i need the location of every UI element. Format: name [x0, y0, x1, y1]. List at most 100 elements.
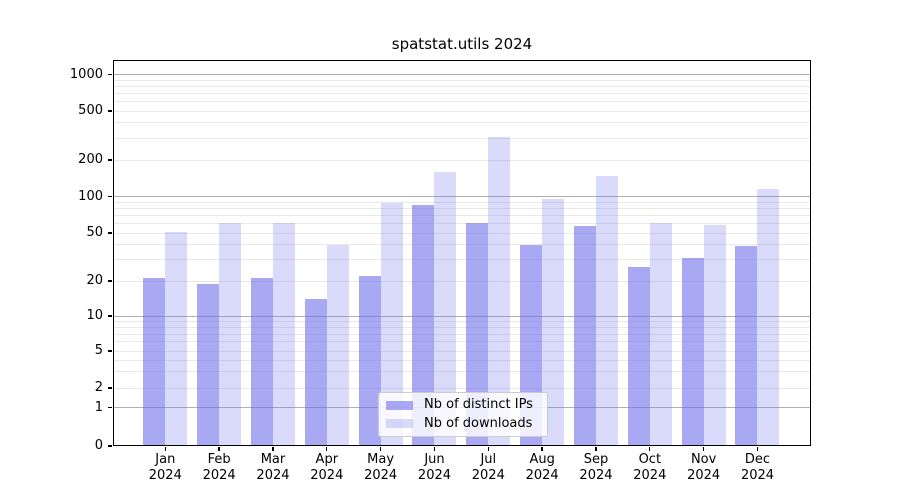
x-tick-year: 2024 — [202, 468, 236, 483]
legend-item-distinct-ips: Nb of distinct IPs — [386, 396, 540, 414]
grid-line-minor — [113, 92, 811, 94]
grid-line-minor — [113, 333, 811, 335]
bar-distinct-ips-feb — [197, 283, 220, 446]
bar-distinct-ips-jul — [466, 223, 489, 446]
y-tick-label-10: 10 — [86, 308, 103, 323]
grid-line-minor — [113, 214, 811, 216]
y-tick-mark — [107, 159, 112, 161]
grid-line-minor — [113, 371, 811, 373]
y-tick-label-1: 1 — [94, 399, 103, 415]
x-tick-label-jun: Jun 2024 — [406, 452, 462, 484]
bar-downloads-sep — [595, 176, 618, 446]
grid-line-minor — [113, 341, 811, 343]
y-tick-label-0: 0 — [94, 438, 103, 453]
y-tick-label-100: 100 — [78, 188, 103, 204]
grid-line-minor — [113, 137, 811, 139]
x-tick-year: 2024 — [471, 468, 505, 483]
grid-line-minor — [113, 122, 811, 124]
x-tick-month: Oct — [638, 452, 662, 467]
bar-downloads-jan — [165, 231, 188, 446]
x-tick-mark — [164, 446, 166, 451]
y-tick-mark — [107, 406, 112, 409]
grid-line-major — [113, 74, 811, 75]
x-tick-mark — [756, 446, 759, 451]
x-tick-year: 2024 — [364, 468, 398, 483]
legend-label-downloads: Nb of downloads — [424, 415, 533, 431]
grid-line-minor — [113, 387, 811, 389]
x-tick-mark — [272, 446, 274, 451]
grid-line-minor — [113, 222, 811, 224]
x-tick-month: Apr — [315, 452, 339, 467]
x-tick-mark — [541, 446, 543, 451]
x-tick-year: 2024 — [687, 468, 721, 483]
bar-downloads-apr — [326, 244, 349, 446]
y-tick-label-2: 2 — [94, 380, 103, 395]
x-tick-label-apr: Apr 2024 — [299, 452, 355, 484]
x-tick-label-jul: Jul 2024 — [460, 452, 516, 484]
x-tick-label-oct: Oct 2024 — [622, 452, 678, 484]
y-tick-label-20: 20 — [86, 273, 103, 288]
x-tick-year: 2024 — [417, 468, 452, 483]
grid-line-minor — [113, 110, 811, 112]
x-tick-label-aug: Aug 2024 — [514, 452, 570, 484]
x-tick-mark — [218, 446, 220, 451]
grid-line-minor — [113, 201, 811, 203]
x-tick-month: Sep — [583, 452, 609, 467]
grid-line-minor — [113, 350, 811, 352]
x-tick-month: Mar — [260, 452, 286, 467]
x-tick-year: 2024 — [256, 468, 290, 483]
grid-line-minor — [113, 259, 811, 261]
bar-distinct-ips-dec — [735, 246, 758, 446]
x-tick-year: 2024 — [579, 468, 613, 483]
grid-line-minor — [113, 244, 811, 246]
x-tick-month: May — [367, 452, 395, 467]
bar-downloads-oct — [649, 223, 672, 446]
y-tick-label-200: 200 — [78, 152, 103, 167]
x-tick-mark — [326, 446, 328, 451]
bar-downloads-nov — [703, 225, 726, 446]
grid-line-minor — [113, 79, 811, 81]
bar-distinct-ips-oct — [627, 267, 650, 446]
x-tick-mark — [379, 446, 382, 451]
grid-line-minor — [113, 100, 811, 102]
x-tick-year: 2024 — [310, 468, 344, 483]
y-tick-mark — [107, 387, 112, 389]
x-tick-label-may: May 2024 — [353, 452, 409, 484]
grid-line-major — [113, 315, 811, 317]
bar-downloads-feb — [219, 222, 242, 446]
x-tick-mark — [487, 446, 489, 451]
x-tick-mark — [703, 446, 705, 451]
bar-distinct-ips-apr — [304, 299, 327, 446]
x-tick-month: Feb — [207, 452, 231, 467]
bar-downloads-dec — [757, 189, 780, 446]
grid-line-minor — [113, 85, 811, 87]
x-tick-month: Jan — [155, 452, 176, 467]
y-tick-label-50: 50 — [86, 225, 103, 240]
x-tick-label-jan: Jan 2024 — [137, 452, 193, 484]
bar-distinct-ips-nov — [681, 258, 704, 446]
x-tick-month: Jun — [424, 452, 445, 467]
legend: Nb of distinct IPs Nb of downloads — [378, 392, 548, 437]
bar-downloads-aug — [542, 199, 565, 446]
x-tick-year: 2024 — [525, 468, 559, 483]
legend-label-distinct-ips: Nb of distinct IPs — [424, 397, 533, 413]
x-tick-year: 2024 — [740, 468, 775, 483]
bar-distinct-ips-jun — [412, 205, 435, 446]
grid-line-major — [113, 196, 811, 197]
grid-line-minor — [113, 320, 811, 322]
bar-distinct-ips-may — [358, 276, 381, 446]
bar-downloads-jun — [434, 171, 457, 446]
y-tick-mark — [107, 445, 112, 447]
x-tick-label-sep: Sep 2024 — [568, 452, 624, 484]
grid-line-minor — [113, 359, 811, 361]
x-tick-label-nov: Nov 2024 — [676, 452, 732, 484]
x-tick-label-feb: Feb 2024 — [191, 452, 247, 484]
x-tick-month: Aug — [529, 452, 555, 467]
legend-swatch-distinct-ips — [386, 400, 413, 410]
x-tick-month: Jul — [480, 452, 497, 467]
x-tick-month: Nov — [690, 452, 717, 467]
y-tick-mark — [107, 232, 112, 234]
x-tick-year: 2024 — [633, 468, 667, 483]
y-tick-mark — [107, 350, 112, 352]
